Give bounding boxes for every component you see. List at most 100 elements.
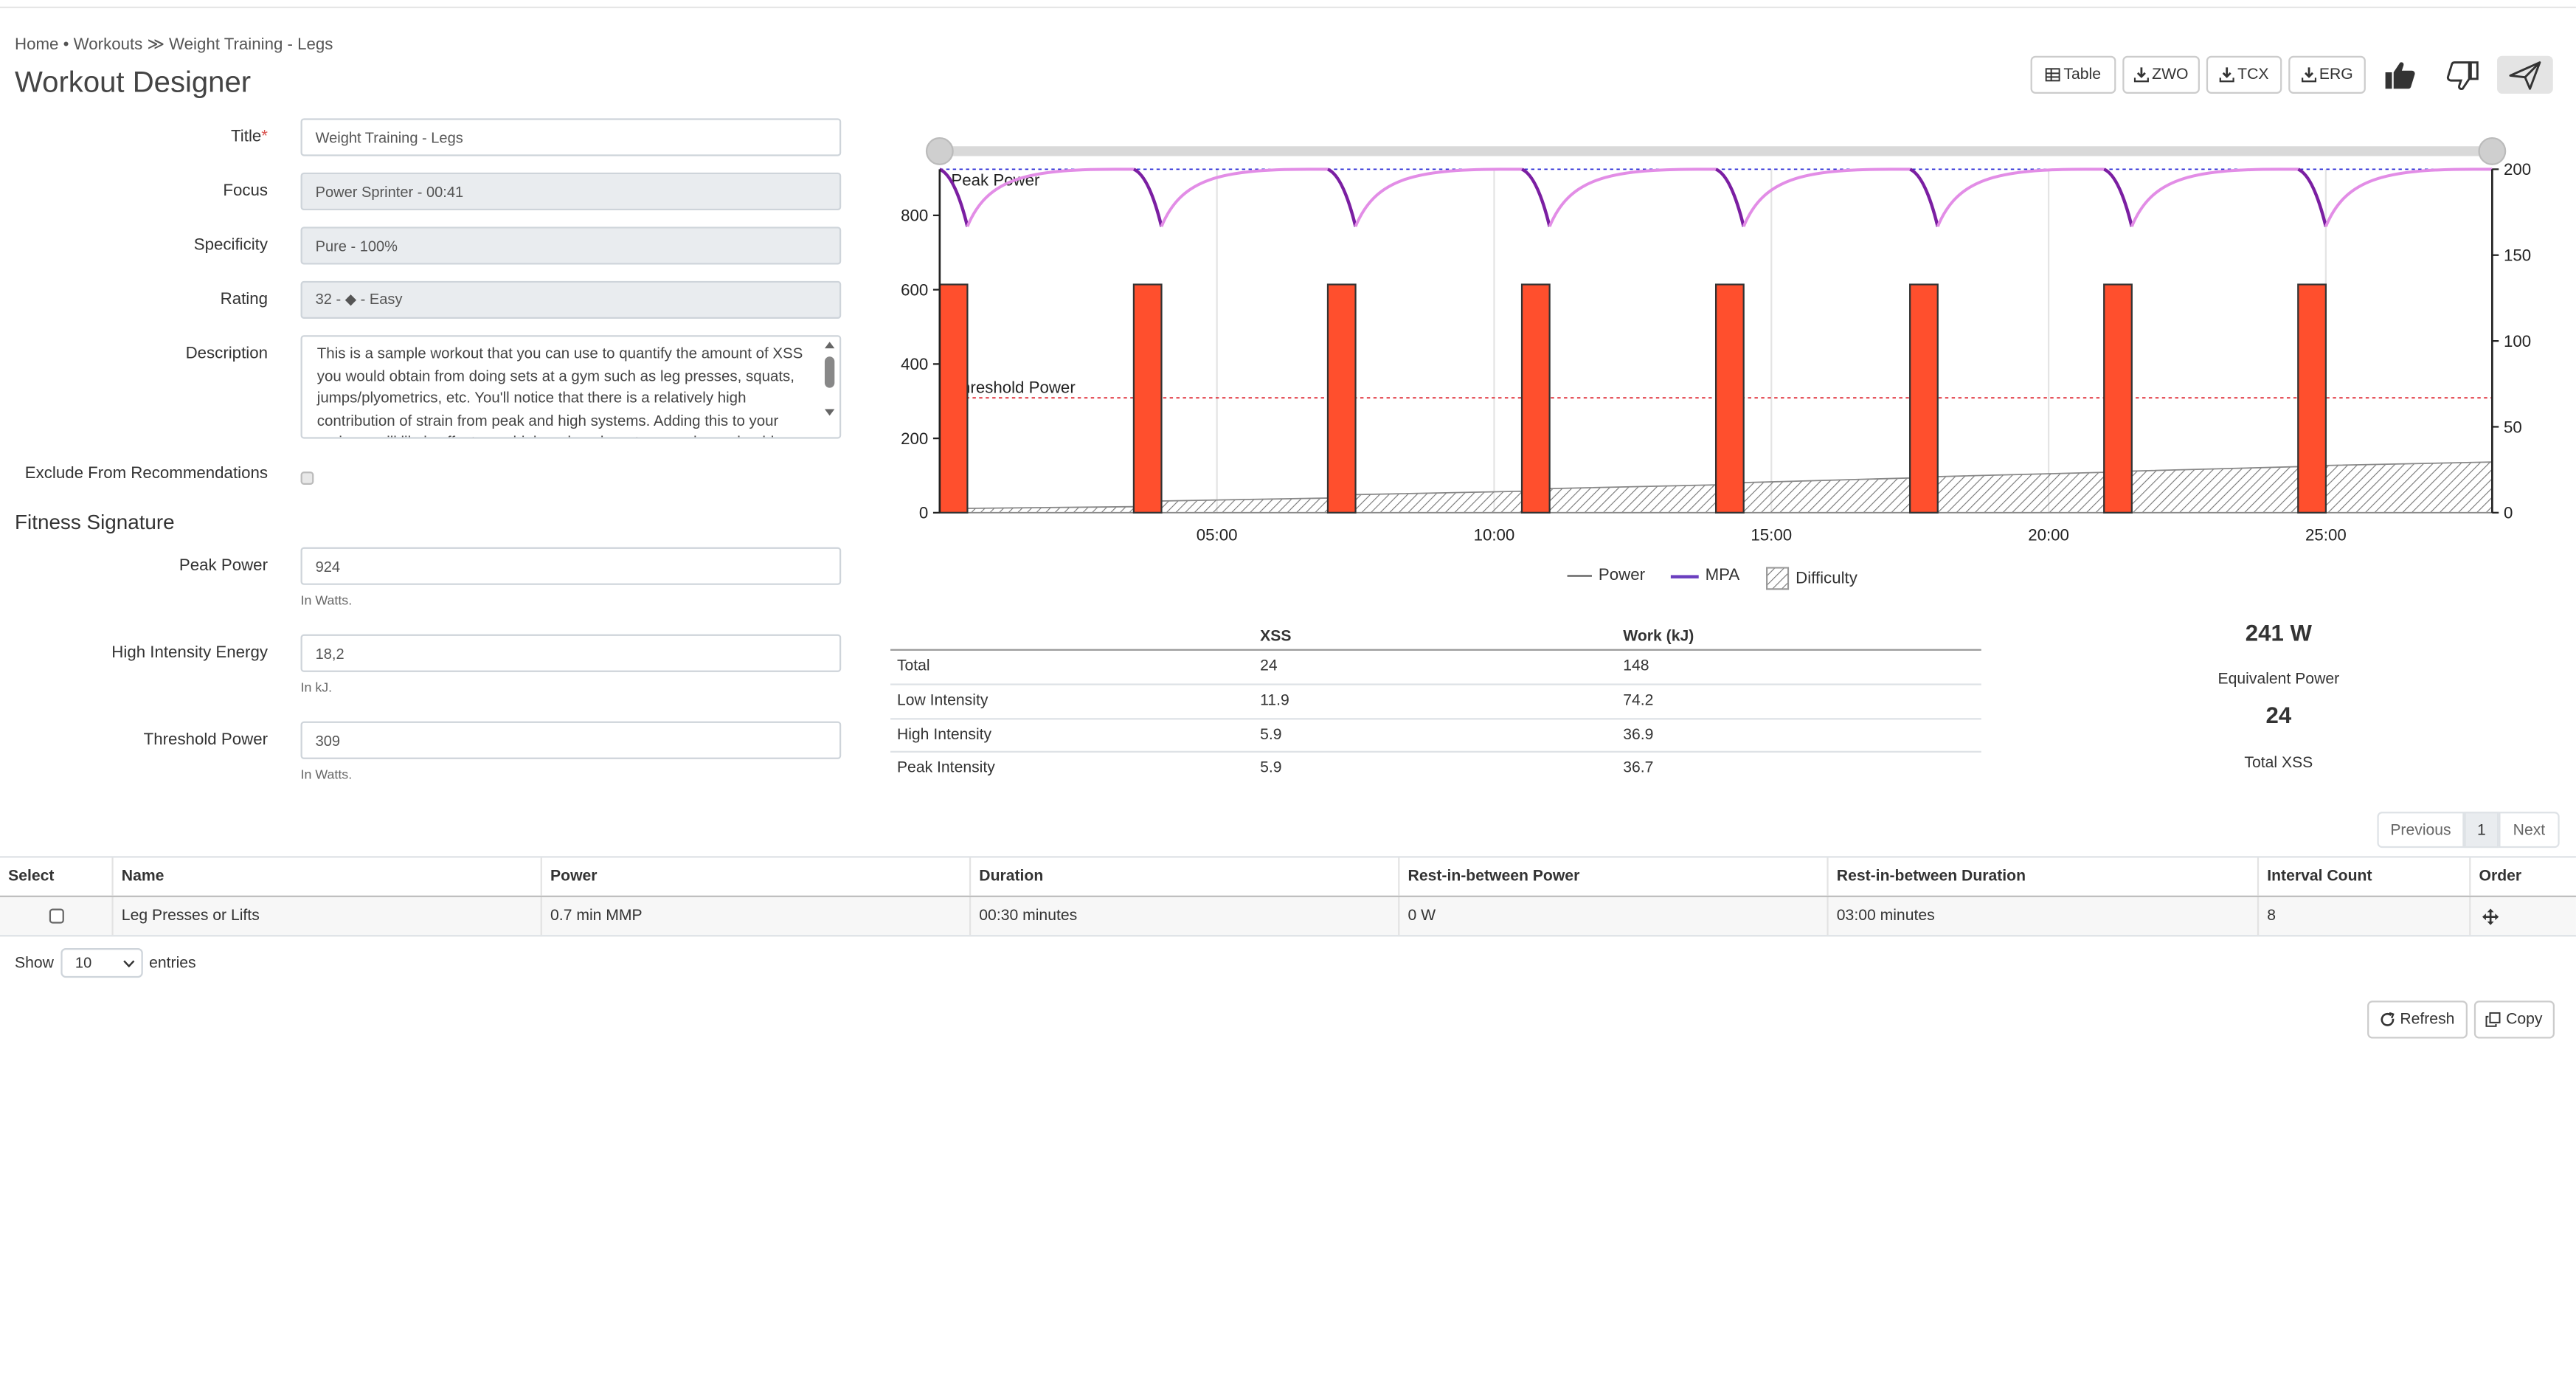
refresh-button[interactable]: Refresh xyxy=(2367,1001,2468,1039)
row-rest-duration: 03:00 minutes xyxy=(1827,896,2257,936)
x-tick-label: 15:00 xyxy=(1751,526,1792,545)
hie-input[interactable]: 18,2 xyxy=(300,634,842,672)
threshold-power-help: In Watts. xyxy=(300,767,353,783)
threshold-power-label: Threshold Power xyxy=(143,731,269,750)
stats-row: High Intensity 5.9 36.9 xyxy=(890,719,1981,753)
peak-power-input[interactable]: 924 xyxy=(300,547,842,585)
col-select[interactable]: Select xyxy=(8,867,55,886)
mpa-recovery-line xyxy=(1742,167,1911,227)
send-button[interactable] xyxy=(2497,55,2553,94)
zwo-download-button[interactable]: ZWO xyxy=(2122,55,2200,94)
breadcrumb-current: Weight Training - Legs xyxy=(169,35,333,55)
entries-select[interactable]: 10 xyxy=(60,947,143,978)
x-tick-label: 20:00 xyxy=(2028,526,2069,545)
difficulty-area xyxy=(1160,497,1329,514)
erg-label: ERG xyxy=(2319,66,2353,84)
copy-button[interactable]: Copy xyxy=(2473,1001,2555,1039)
focus-label: Focus xyxy=(223,182,269,201)
thumbs-up-icon xyxy=(2385,61,2415,89)
left-tick-label: 400 xyxy=(901,355,928,373)
power-bar xyxy=(1520,283,1551,514)
legend-difficulty[interactable]: Difficulty xyxy=(1766,567,1857,590)
breadcrumb: Home • Workouts ≫ Weight Training - Legs xyxy=(15,36,333,54)
col-interval-count[interactable]: Interval Count xyxy=(2257,857,2469,896)
left-tick-label: 600 xyxy=(901,280,928,299)
thumbs-up-button[interactable] xyxy=(2372,56,2428,94)
thumbs-down-icon xyxy=(2446,61,2479,89)
power-bar xyxy=(1909,283,1939,514)
legend-difficulty-swatch xyxy=(1766,567,1790,590)
table-button-label: Table xyxy=(2063,66,2102,84)
threshold-power-label: Threshold Power xyxy=(951,378,1076,396)
col-duration[interactable]: Duration xyxy=(969,857,1398,896)
mpa-recovery-line xyxy=(1354,167,1523,227)
description-scrollbar[interactable] xyxy=(822,339,838,434)
specificity-label: Specificity xyxy=(193,236,269,255)
power-bar xyxy=(1326,283,1357,514)
difficulty-area xyxy=(1354,490,1523,514)
row-power: 0.7 min MMP xyxy=(540,896,969,936)
mpa-drop-line xyxy=(1132,167,1163,227)
row-rest-power: 0 W xyxy=(1398,896,1827,936)
col-rest-power[interactable]: Rest-in-between Power xyxy=(1398,857,1827,896)
range-slider-track xyxy=(939,146,2493,156)
fitness-signature-title: Fitness Signature xyxy=(15,511,175,534)
col-order[interactable]: Order xyxy=(2469,857,2576,896)
previous-page-button[interactable]: Previous xyxy=(2377,812,2465,849)
mpa-recovery-line xyxy=(1936,167,2105,227)
description-label: Description xyxy=(185,345,269,364)
table-row[interactable]: Leg Presses or Lifts 0.7 min MMP 00:30 m… xyxy=(0,896,2576,937)
page-title: Workout Designer xyxy=(15,66,252,99)
next-page-button[interactable]: Next xyxy=(2499,812,2560,849)
left-tick-label: 800 xyxy=(901,207,928,225)
right-tick-label: 150 xyxy=(2504,246,2531,265)
col-rest-duration[interactable]: Rest-in-between Duration xyxy=(1827,857,2257,896)
row-select-checkbox[interactable] xyxy=(48,908,63,924)
mpa-recovery-line xyxy=(2324,167,2493,227)
row-order-cell xyxy=(2469,896,2576,936)
download-icon xyxy=(2301,67,2316,83)
equivalent-power-value: 241 W xyxy=(2245,619,2312,646)
col-name[interactable]: Name xyxy=(111,857,540,896)
threshold-power-input[interactable]: 309 xyxy=(300,721,842,759)
mpa-recovery-line xyxy=(1160,167,1328,227)
drag-handle-icon[interactable] xyxy=(2482,908,2499,925)
legend-power-swatch xyxy=(1567,574,1592,578)
thumbs-down-button[interactable] xyxy=(2434,56,2490,94)
x-tick-label: 05:00 xyxy=(1197,526,1238,545)
paper-plane-icon xyxy=(2509,61,2541,89)
left-tick-label: 0 xyxy=(919,504,928,522)
difficulty-area xyxy=(2130,466,2299,514)
exclude-checkbox[interactable] xyxy=(300,471,314,485)
total-xss-value: 24 xyxy=(2265,701,2292,728)
mpa-drop-line xyxy=(1909,167,1939,227)
peak-power-label: Peak Power xyxy=(179,556,269,576)
description-textarea[interactable]: This is a sample workout that you can us… xyxy=(300,335,842,439)
download-icon xyxy=(2219,67,2234,83)
intervals-header: Select Name Power Duration Rest-in-betwe… xyxy=(0,856,2576,897)
power-bar xyxy=(1132,283,1163,514)
difficulty-area xyxy=(1936,471,2105,514)
table-button[interactable]: Table xyxy=(2030,55,2116,94)
legend-mpa-swatch xyxy=(1670,574,1699,578)
erg-download-button[interactable]: ERG xyxy=(2288,55,2366,94)
equivalent-power-label: Equivalent Power xyxy=(2217,670,2340,689)
rating-field: 32 - ◆ - Easy xyxy=(300,280,842,319)
right-tick-label: 50 xyxy=(2504,418,2522,436)
rating-label: Rating xyxy=(220,291,269,309)
breadcrumb-home[interactable]: Home xyxy=(15,35,59,55)
mpa-drop-line xyxy=(1520,167,1551,227)
title-input[interactable]: Weight Training - Legs xyxy=(300,118,842,156)
page-1-button[interactable]: 1 xyxy=(2464,812,2499,849)
col-power[interactable]: Power xyxy=(540,857,969,896)
breadcrumb-workouts[interactable]: Workouts xyxy=(73,35,143,55)
left-tick-label: 200 xyxy=(901,429,928,448)
tcx-download-button[interactable]: TCX xyxy=(2206,55,2282,94)
difficulty-area xyxy=(2324,461,2493,514)
legend-power[interactable]: Power xyxy=(1567,567,1645,585)
legend-mpa[interactable]: MPA xyxy=(1670,567,1739,585)
mpa-drop-line xyxy=(1715,167,1745,227)
mpa-drop-line xyxy=(1326,167,1357,227)
